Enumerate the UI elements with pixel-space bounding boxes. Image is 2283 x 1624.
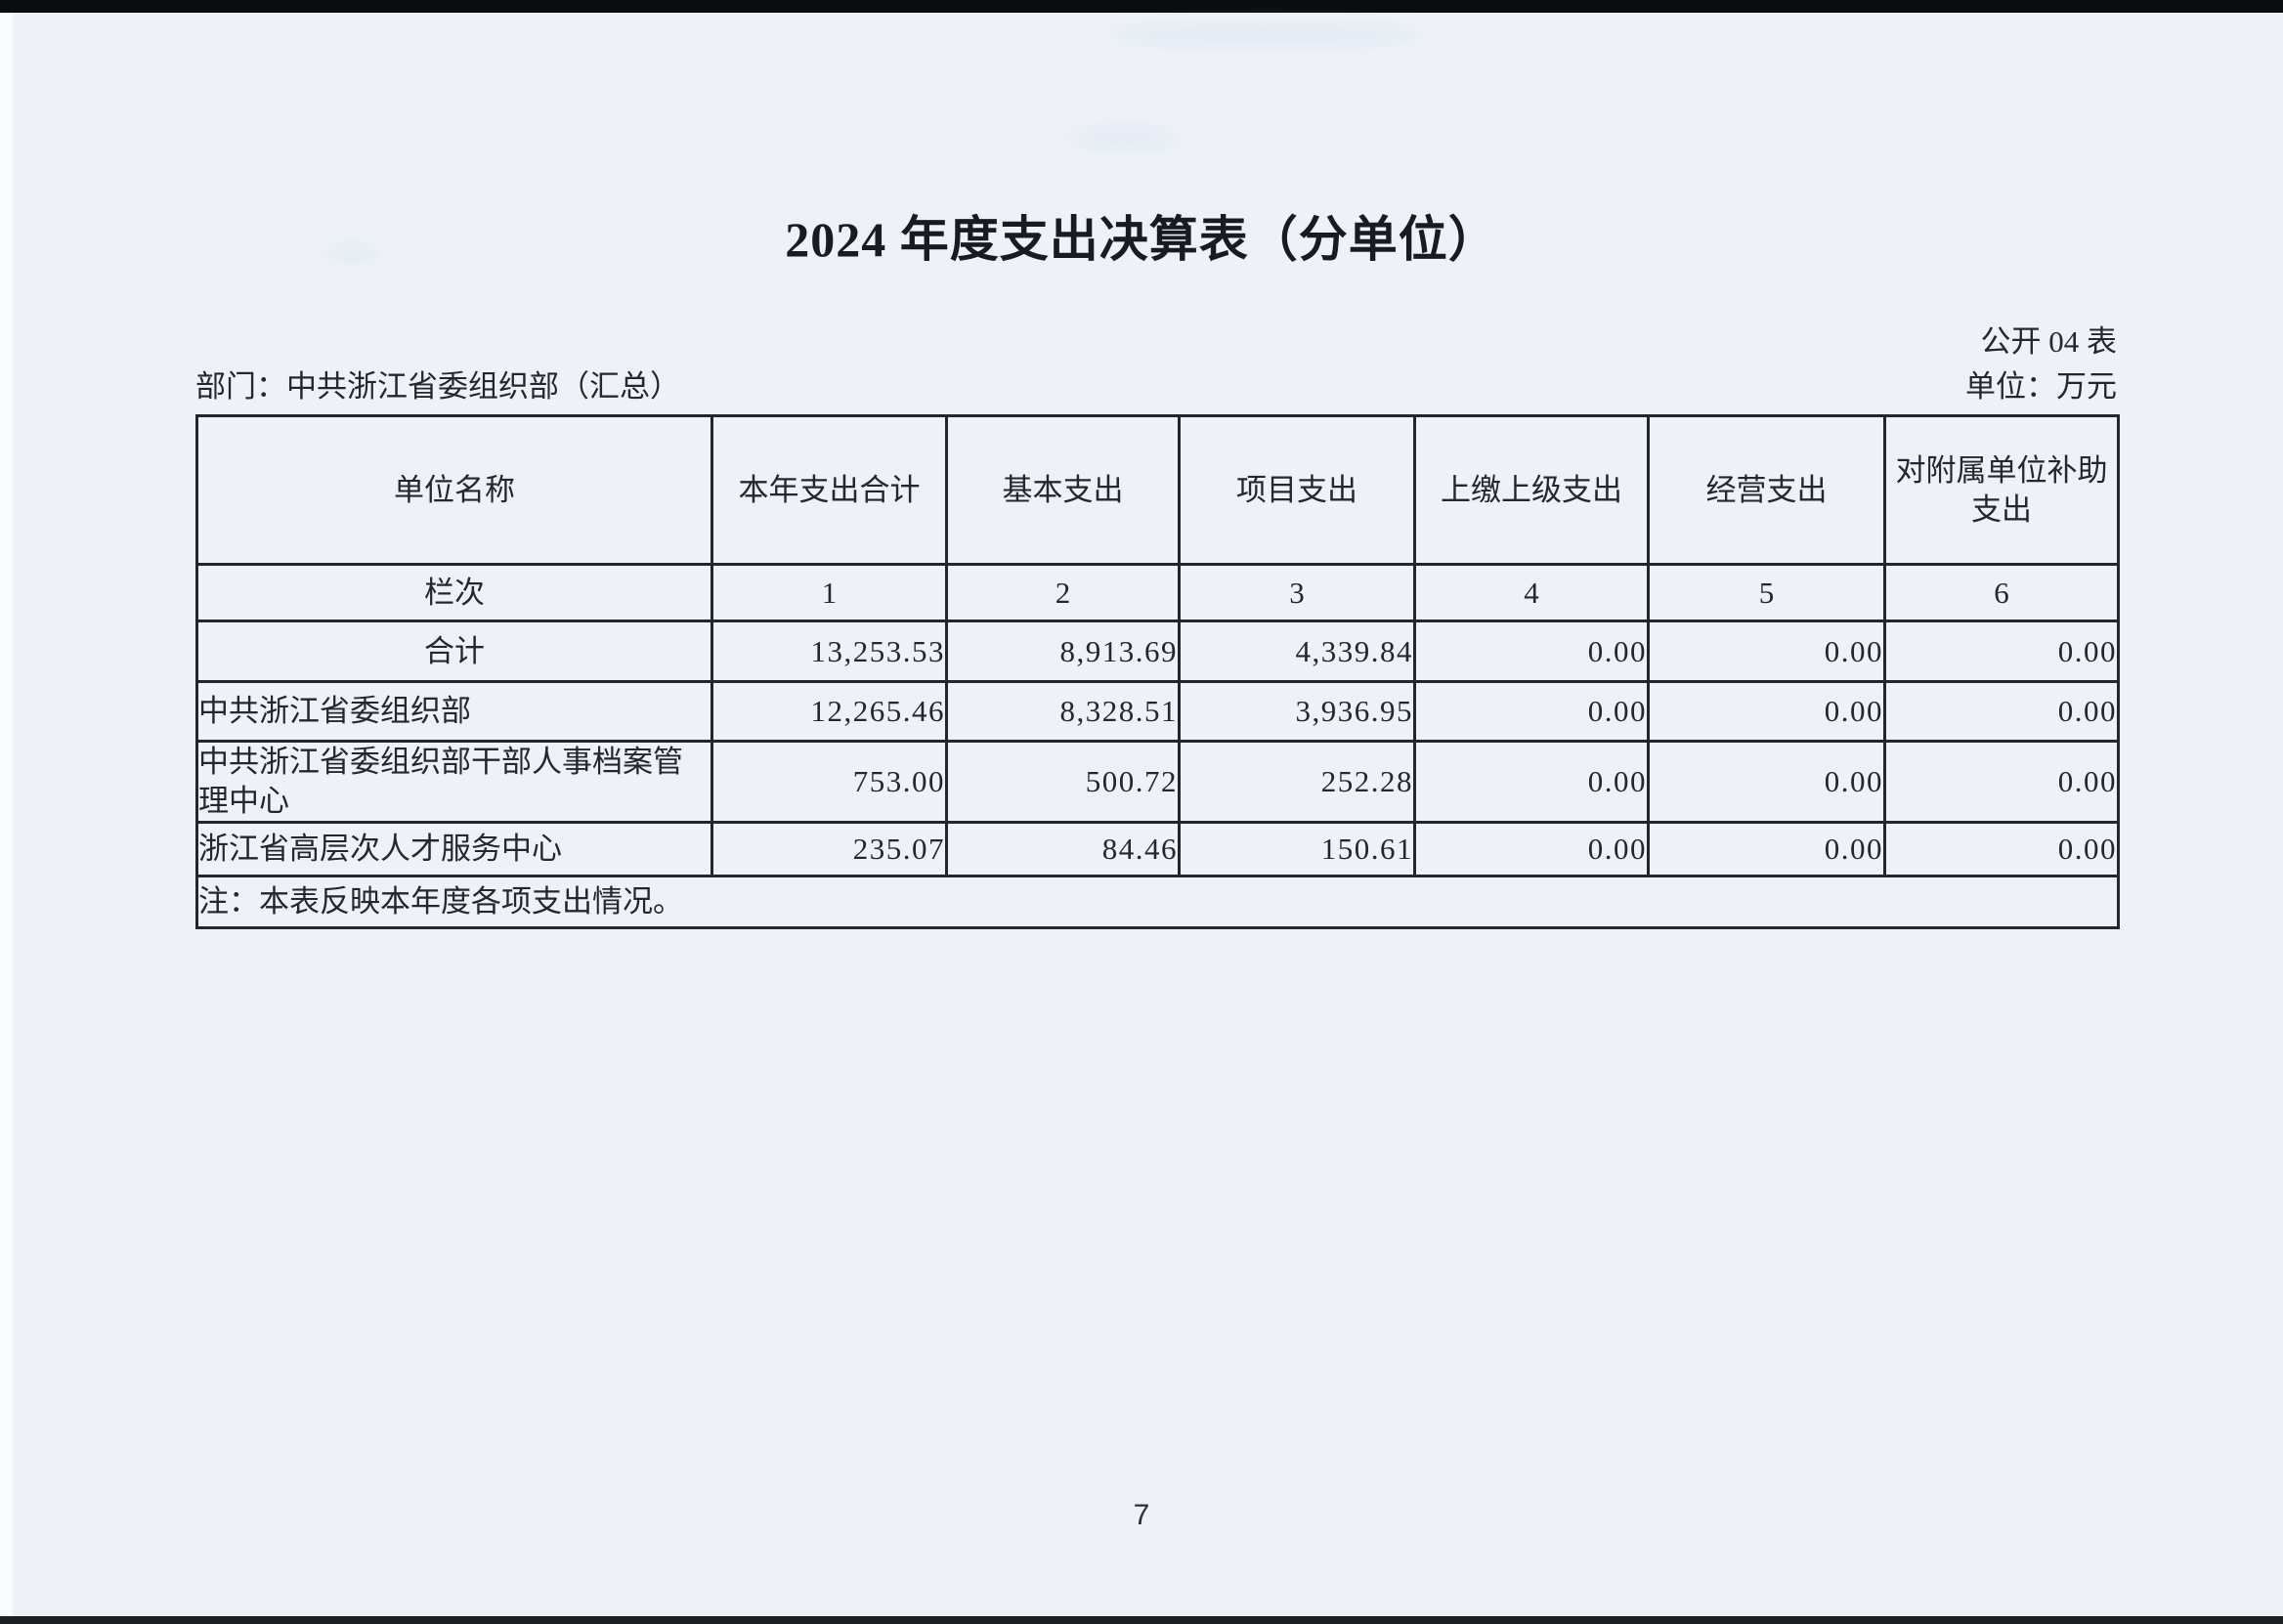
column-index: 5 (1647, 563, 1886, 622)
col-header-unit-name: 单位名称 (195, 414, 713, 566)
col-header-affiliate-subsidy: 对附属单位补助支出 (1883, 414, 2120, 566)
value-cell: 12,265.46 (711, 680, 948, 743)
value-cell: 0.00 (1883, 620, 2120, 683)
col-header-operating-expenditure: 经营支出 (1647, 414, 1886, 566)
value-cell: 0.00 (1647, 620, 1886, 683)
unit-label: 单位：万元 (1965, 369, 2117, 404)
row-name-cell: 浙江省高层次人才服务中心 (195, 821, 713, 877)
column-index-label: 栏次 (195, 563, 713, 622)
scan-edge-top (0, 0, 2283, 13)
value-cell: 4,339.84 (1178, 620, 1416, 683)
column-index-row: 栏次 1 2 3 4 5 6 (195, 563, 2120, 622)
page-number: 7 (1133, 1499, 1150, 1531)
value-cell: 0.00 (1413, 740, 1650, 824)
scan-edge-bottom (0, 1616, 2283, 1624)
value-cell: 13,253.53 (711, 620, 948, 683)
col-header-total-expenditure: 本年支出合计 (711, 414, 948, 566)
column-index: 6 (1883, 563, 2120, 622)
page-title: 2024 年度支出决算表（分单位） (785, 212, 1498, 267)
table-header-row: 单位名称 本年支出合计 基本支出 项目支出 上缴上级支出 经营支出 对附属单位补… (195, 414, 2120, 566)
expenditure-table: 单位名称 本年支出合计 基本支出 项目支出 上缴上级支出 经营支出 对附属单位补… (195, 414, 2120, 929)
col-header-upward-remittance: 上缴上级支出 (1413, 414, 1650, 566)
value-cell: 0.00 (1883, 680, 2120, 743)
table-code-label: 公开 04 表 (1980, 324, 2118, 359)
value-cell: 150.61 (1178, 821, 1416, 877)
value-cell: 0.00 (1413, 680, 1650, 743)
scan-edge-left (0, 13, 13, 1616)
value-cell: 0.00 (1647, 680, 1886, 743)
scan-artifact (1065, 127, 1183, 149)
value-cell: 3,936.95 (1178, 680, 1416, 743)
value-cell: 0.00 (1647, 821, 1886, 877)
scan-artifact (1104, 21, 1427, 47)
scan-artifact (323, 244, 381, 262)
column-index: 4 (1413, 563, 1650, 622)
col-header-project-expenditure: 项目支出 (1178, 414, 1416, 566)
row-name-cell: 合计 (195, 620, 713, 683)
value-cell: 8,913.69 (945, 620, 1181, 683)
table-note: 注：本表反映本年度各项支出情况。 (195, 875, 2120, 929)
department-label: 部门：中共浙江省委组织部（汇总） (195, 369, 680, 404)
table-row: 中共浙江省委组织部 12,265.46 8,328.51 3,936.95 0.… (195, 680, 2120, 743)
value-cell: 235.07 (711, 821, 948, 877)
table-row: 浙江省高层次人才服务中心 235.07 84.46 150.61 0.00 0.… (195, 821, 2120, 877)
table-note-row: 注：本表反映本年度各项支出情况。 (195, 875, 2120, 929)
meta-row: 部门：中共浙江省委组织部（汇总） 单位：万元 (195, 369, 2117, 405)
value-cell: 0.00 (1883, 740, 2120, 824)
column-index: 1 (711, 563, 948, 622)
value-cell: 0.00 (1413, 620, 1650, 683)
column-index: 2 (945, 563, 1181, 622)
value-cell: 0.00 (1413, 821, 1650, 877)
column-index: 3 (1178, 563, 1416, 622)
value-cell: 252.28 (1178, 740, 1416, 824)
row-name-cell: 中共浙江省委组织部干部人事档案管理中心 (195, 740, 713, 824)
table-row: 中共浙江省委组织部干部人事档案管理中心 753.00 500.72 252.28… (195, 740, 2120, 824)
table-row-total: 合计 13,253.53 8,913.69 4,339.84 0.00 0.00… (195, 620, 2120, 683)
value-cell: 0.00 (1883, 821, 2120, 877)
value-cell: 500.72 (945, 740, 1181, 824)
col-header-basic-expenditure: 基本支出 (945, 414, 1181, 566)
value-cell: 8,328.51 (945, 680, 1181, 743)
row-name-cell: 中共浙江省委组织部 (195, 680, 713, 743)
value-cell: 753.00 (711, 740, 948, 824)
value-cell: 84.46 (945, 821, 1181, 877)
value-cell: 0.00 (1647, 740, 1886, 824)
